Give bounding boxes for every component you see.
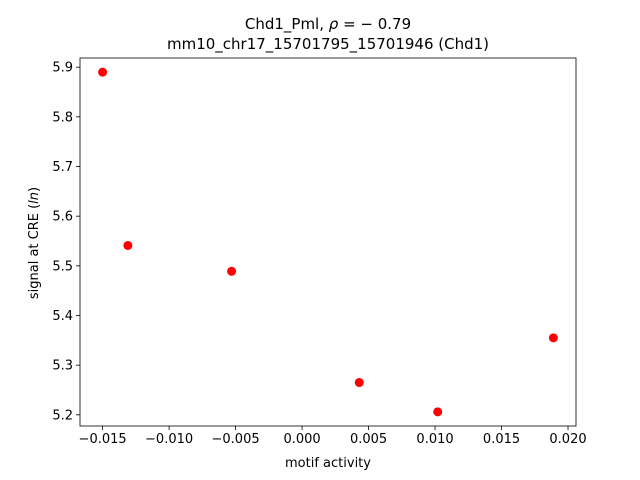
- data-point: [123, 240, 133, 250]
- x-tick-label: −0.010: [145, 432, 193, 447]
- x-tick-label: 0.020: [549, 432, 586, 447]
- y-tick-label: 5.9: [52, 61, 73, 76]
- data-point: [433, 407, 443, 417]
- data-point: [548, 333, 558, 343]
- y-tick-label: 5.5: [52, 259, 73, 274]
- y-tick-label: 5.2: [52, 408, 73, 423]
- y-tick-label: 5.3: [52, 359, 73, 374]
- y-tick-label: 5.8: [52, 110, 73, 125]
- data-point: [98, 67, 108, 77]
- data-point: [227, 266, 237, 276]
- y-tick-label: 5.7: [52, 160, 73, 175]
- x-tick-label: 0.005: [350, 432, 387, 447]
- x-tick-label: 0.015: [483, 432, 520, 447]
- x-axis-label: motif activity: [285, 456, 371, 471]
- plot-frame: [79, 57, 577, 427]
- plot-area: −0.015 −0.010 −0.005 0.000 0.005 0.010 0.015 0.…: [52, 57, 587, 447]
- x-tick-label: −0.005: [212, 432, 260, 447]
- x-tick-label: −0.015: [79, 432, 127, 447]
- chart-title-line2: mm10_chr17_15701795_15701946 (Chd1): [167, 35, 489, 54]
- y-tick-label: 5.6: [52, 210, 73, 225]
- x-tick-label: 0.000: [283, 432, 320, 447]
- y-tick-label: 5.4: [52, 309, 73, 324]
- x-tick-label: 0.010: [416, 432, 453, 447]
- data-point: [354, 378, 364, 388]
- chart-title-line1: Chd1_Pml, ρ = − 0.79: [245, 15, 411, 34]
- y-axis-label: signal at CRE (ln): [27, 187, 42, 299]
